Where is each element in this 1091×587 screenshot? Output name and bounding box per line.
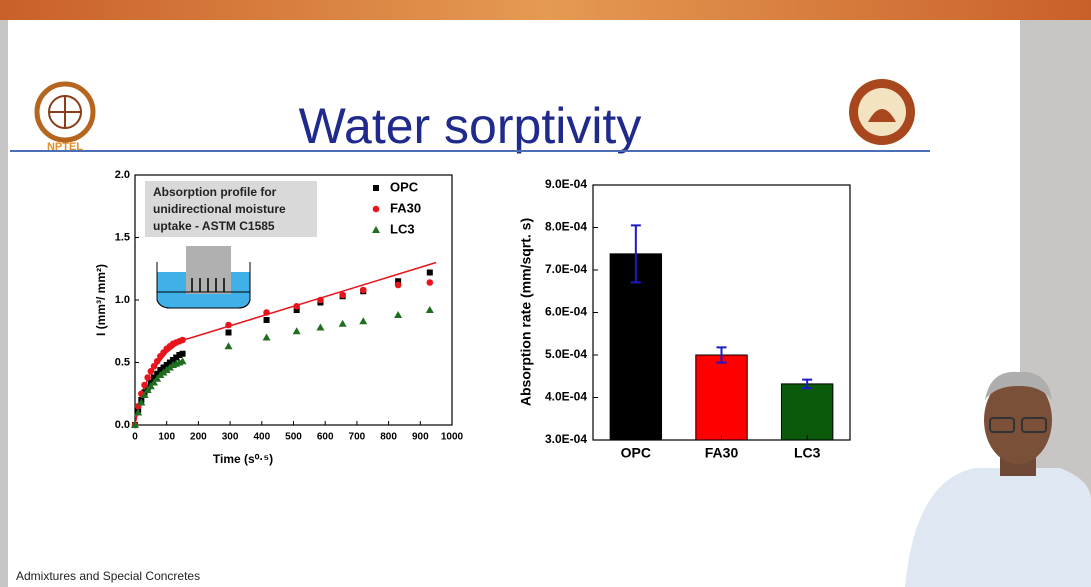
annotation-line: Absorption profile for: [153, 185, 277, 199]
data-point: [293, 303, 300, 310]
data-point: [226, 330, 232, 336]
x-tick-label: 800: [380, 432, 397, 443]
data-point: [179, 337, 186, 344]
x-tick-label: 600: [317, 432, 334, 443]
annotation-line: uptake - ASTM C1585: [153, 219, 275, 233]
data-point: [180, 351, 186, 357]
legend-marker: [373, 206, 380, 213]
data-point: [264, 317, 270, 323]
iit-logo: [849, 79, 915, 145]
data-point: [225, 322, 232, 329]
x-tick-label: 700: [349, 432, 366, 443]
bar: [781, 384, 832, 440]
data-point: [263, 309, 270, 316]
slide: NPTEL Water sorptivity Admixtures and Sp…: [0, 0, 1091, 587]
x-axis-label: Time (s⁰·⁵): [213, 452, 273, 466]
footer: Admixtures and Special Concretes: [16, 569, 200, 583]
bar: [696, 355, 747, 440]
x-tick-label: 300: [222, 432, 239, 443]
data-point: [360, 287, 367, 294]
x-tick-label: 900: [412, 432, 429, 443]
y-tick-label: 8.0E-04: [545, 220, 587, 234]
y-tick-label: 1.0: [115, 294, 130, 306]
y-tick-label: 3.0E-04: [545, 432, 587, 446]
data-point: [395, 282, 402, 289]
legend-label: LC3: [390, 221, 415, 236]
y-tick-label: 4.0E-04: [545, 390, 587, 404]
top-bar: [0, 0, 1091, 20]
y-tick-label: 1.5: [115, 231, 130, 243]
y-axis-label: I (mm³/ mm²): [94, 264, 108, 336]
data-point: [427, 270, 433, 276]
data-point: [339, 292, 346, 299]
y-tick-label: 5.0E-04: [545, 347, 587, 361]
annotation-line: unidirectional moisture: [153, 202, 286, 216]
legend-label: FA30: [390, 200, 421, 215]
data-point: [144, 374, 151, 381]
y-tick-label: 0.0: [115, 419, 130, 431]
x-tick-label: 1000: [441, 432, 464, 443]
x-tick-label: OPC: [621, 445, 651, 461]
y-tick-label: 9.0E-04: [545, 177, 587, 191]
legend-label: OPC: [390, 179, 419, 194]
page: NPTEL Water sorptivity Admixtures and Sp…: [0, 0, 1091, 587]
x-tick-label: 200: [190, 432, 207, 443]
x-tick-label: 500: [285, 432, 302, 443]
data-point: [427, 279, 434, 286]
y-tick-label: 0.5: [115, 356, 130, 368]
legend-marker: [373, 185, 379, 191]
x-tick-label: 0: [132, 432, 138, 443]
data-point: [141, 382, 148, 389]
y-tick-label: 6.0E-04: [545, 305, 587, 319]
x-tick-label: LC3: [794, 445, 821, 461]
x-tick-label: 400: [253, 432, 270, 443]
slide-title: Water sorptivity: [299, 98, 642, 154]
x-tick-label: 100: [158, 432, 175, 443]
x-tick-label: FA30: [705, 445, 739, 461]
y-tick-label: 2.0: [115, 169, 130, 181]
y-tick-label: 7.0E-04: [545, 262, 587, 276]
data-point: [317, 297, 324, 304]
y-axis-label: Absorption rate (mm/sqrt. s): [518, 218, 534, 406]
